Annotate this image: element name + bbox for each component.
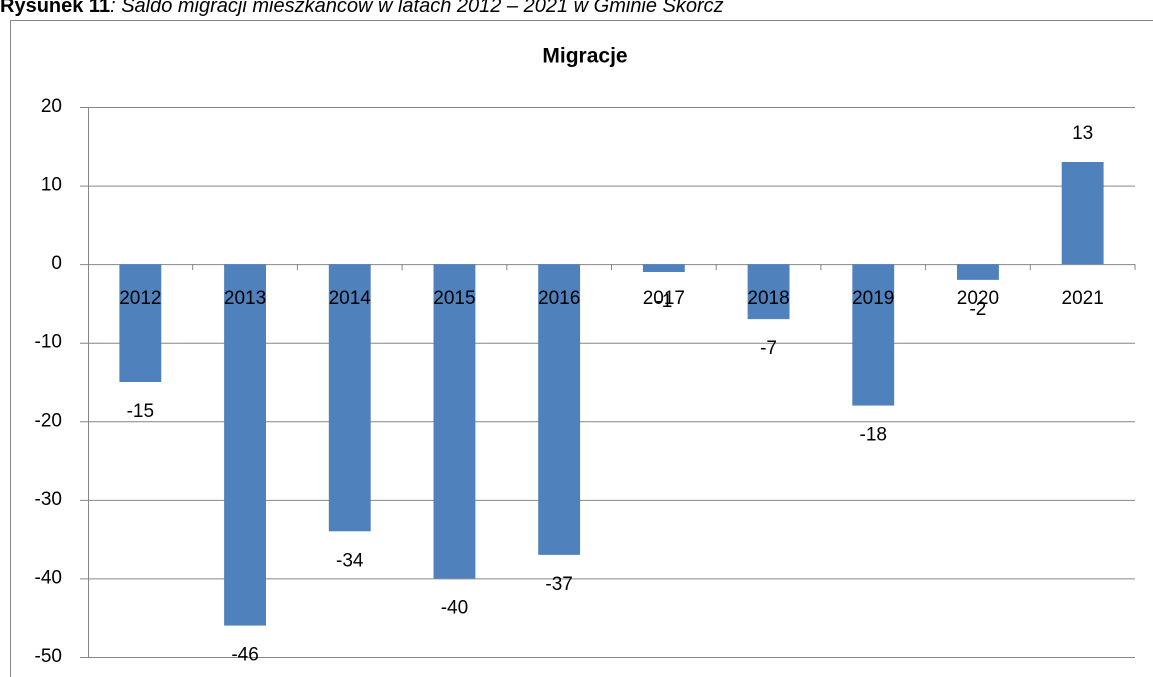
x-tick-label: 2012 xyxy=(119,288,161,309)
x-tick-label: 2017 xyxy=(643,288,685,309)
y-tick-label: 10 xyxy=(41,175,62,196)
data-label: 13 xyxy=(1072,123,1093,144)
bar xyxy=(224,264,266,626)
x-tick-label: 2020 xyxy=(957,288,999,309)
x-tick-label: 2014 xyxy=(329,288,372,309)
bar xyxy=(957,264,999,280)
x-tick-label: 2015 xyxy=(433,288,475,309)
data-label: -37 xyxy=(545,574,572,595)
bar xyxy=(747,264,790,320)
y-tick-label: -50 xyxy=(35,646,62,667)
y-tick-label: -20 xyxy=(35,410,62,431)
bar xyxy=(1061,162,1104,265)
y-tick-label: -40 xyxy=(35,567,62,588)
data-label: -46 xyxy=(231,645,258,666)
y-tick-label: 0 xyxy=(51,253,62,274)
x-tick-label: 2019 xyxy=(852,288,894,309)
x-tick-label: 2021 xyxy=(1062,288,1104,309)
chart-title: Migracje xyxy=(542,45,627,68)
chart-border xyxy=(10,20,1153,677)
caption: Rysunek 11: Saldo migracji mieszkańców w… xyxy=(0,0,724,17)
x-tick-label: 2018 xyxy=(747,288,789,309)
data-label: -7 xyxy=(760,338,777,359)
bar xyxy=(119,264,162,382)
data-label: -40 xyxy=(441,597,468,618)
y-tick-label: -30 xyxy=(35,489,62,510)
y-tick-label: 20 xyxy=(41,96,62,117)
bar xyxy=(642,264,685,272)
bar xyxy=(852,264,895,406)
data-label: -1 xyxy=(655,291,672,312)
data-label: -15 xyxy=(127,401,154,422)
data-label: -18 xyxy=(860,425,887,446)
bar xyxy=(328,264,371,532)
bar xyxy=(433,264,476,579)
y-tick-label: -10 xyxy=(35,332,62,353)
data-label: -34 xyxy=(336,550,364,571)
x-tick-label: 2016 xyxy=(538,288,580,309)
data-label: -2 xyxy=(969,299,986,320)
x-tick-label: 2013 xyxy=(224,288,266,309)
caption-label: Rysunek 11 xyxy=(0,0,110,17)
caption-text: : Saldo migracji mieszkańców w latach 20… xyxy=(110,0,724,17)
bar xyxy=(538,264,581,555)
